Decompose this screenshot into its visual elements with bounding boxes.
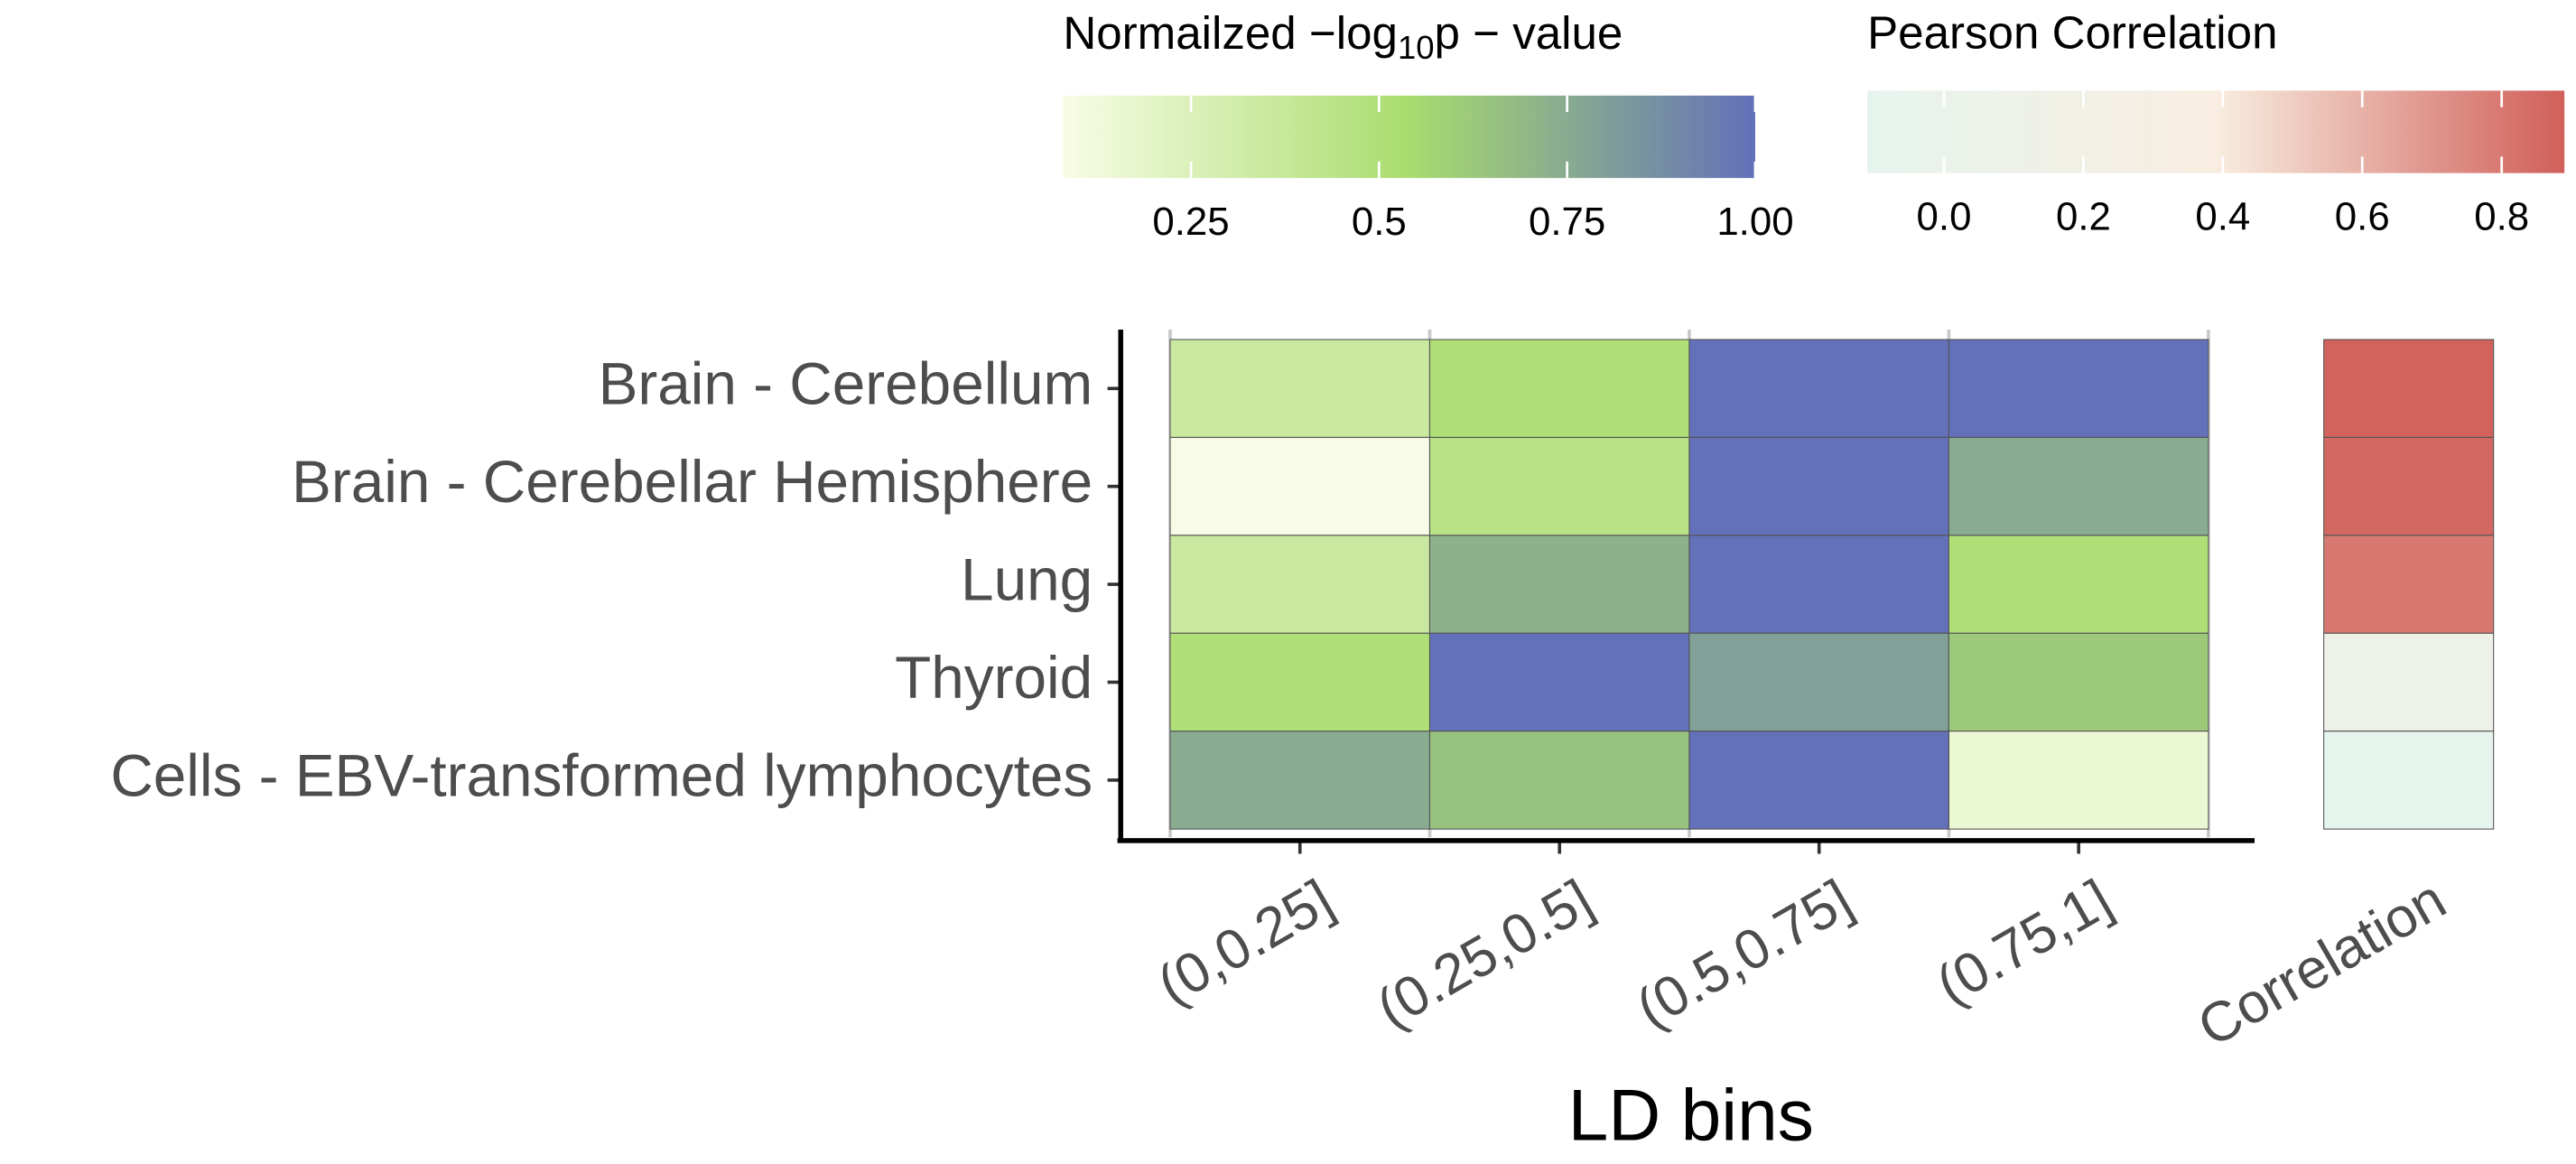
heatmap-cell bbox=[1688, 731, 1949, 830]
heatmap-cell bbox=[1169, 535, 1431, 634]
colorbar-tick-label: 0.4 bbox=[2195, 194, 2250, 238]
colorbar-tick-label: 1.00 bbox=[1716, 200, 1793, 244]
heatmap-cell bbox=[1688, 535, 1949, 634]
x-tick-label: (0.75,1] bbox=[1926, 868, 2122, 1017]
colorbar-tick-label: 0.8 bbox=[2474, 194, 2529, 238]
legend-title: Pearson Correlation bbox=[1867, 7, 2277, 59]
correlation-cell bbox=[2323, 632, 2495, 732]
correlation-cell bbox=[2323, 731, 2495, 830]
colorbar-tick-label: 0.5 bbox=[1352, 200, 1407, 244]
heatmap-cell bbox=[1169, 731, 1431, 830]
y-tick-label: Lung bbox=[961, 546, 1093, 612]
heatmap-cell bbox=[1428, 436, 1690, 536]
heatmap-cell bbox=[1428, 339, 1690, 438]
legend-title: Normailzed −log10p − value bbox=[1063, 7, 1623, 66]
heatmap-cell bbox=[1948, 731, 2209, 830]
heatmap-cell bbox=[1428, 731, 1690, 830]
y-tick-label: Thyroid bbox=[895, 645, 1093, 711]
x-tick-label: Correlation bbox=[2188, 868, 2456, 1058]
colorbar-tick-label: 0.2 bbox=[2056, 194, 2111, 238]
x-tick-label: (0,0.25] bbox=[1148, 868, 1344, 1017]
heatmap-cell bbox=[1688, 436, 1949, 536]
heatmap-cell bbox=[1688, 339, 1949, 438]
heatmap-cell bbox=[1428, 632, 1690, 732]
heatmap-cell bbox=[1948, 535, 2209, 634]
colorbar-tick-label: 0.25 bbox=[1152, 200, 1229, 244]
heatmap-cell bbox=[1428, 535, 1690, 634]
colorbar-tick-label: 0.0 bbox=[1917, 194, 1972, 238]
correlation-cell bbox=[2323, 436, 2495, 536]
heatmap-cell bbox=[1688, 632, 1949, 732]
x-tick-label: (0.5,0.75] bbox=[1626, 868, 1863, 1040]
colorbar bbox=[1867, 90, 2565, 173]
colorbar-tick-label: 0.6 bbox=[2335, 194, 2390, 238]
correlation-cell bbox=[2323, 535, 2495, 634]
correlation-cell bbox=[2323, 339, 2495, 438]
heatmap-cell bbox=[1948, 339, 2209, 438]
x-tick-label: (0.25,0.5] bbox=[1367, 868, 1604, 1040]
heatmap-cell bbox=[1169, 632, 1431, 732]
colorbar-tick-label: 0.75 bbox=[1529, 200, 1605, 244]
heatmap-cell bbox=[1948, 632, 2209, 732]
heatmap-cell bbox=[1169, 339, 1431, 438]
colorbar bbox=[1063, 95, 1755, 179]
heatmap-cell bbox=[1169, 436, 1431, 536]
y-tick-label: Brain - Cerebellum bbox=[599, 351, 1093, 417]
x-axis-title: LD bins bbox=[1568, 1075, 1814, 1156]
heatmap-cell bbox=[1948, 436, 2209, 536]
y-tick-label: Brain - Cerebellar Hemisphere bbox=[292, 449, 1093, 515]
y-tick-label: Cells - EBV-transformed lymphocytes bbox=[110, 742, 1093, 808]
